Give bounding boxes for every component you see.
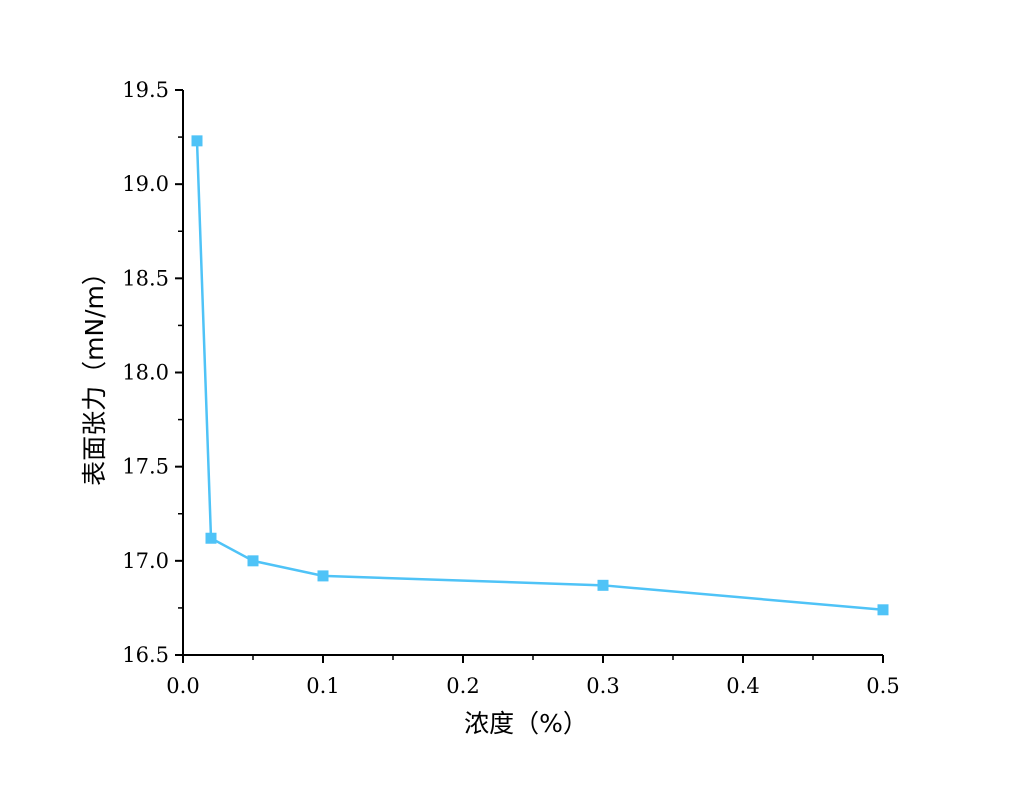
data-point-marker [317, 570, 329, 582]
y-tick-label: 17.0 [122, 549, 169, 573]
x-tick-label: 0.2 [446, 674, 479, 698]
data-point-marker [877, 604, 889, 616]
data-point-marker [597, 579, 609, 591]
x-tick-label: 0.3 [586, 674, 619, 698]
y-tick-label: 18.0 [122, 361, 169, 385]
y-tick-label: 19.5 [122, 78, 169, 102]
data-point-marker [247, 555, 259, 567]
y-tick-label: 16.5 [122, 643, 169, 667]
y-tick-label: 18.5 [122, 266, 169, 290]
y-axis-title: 表面张力（mN/m） [80, 260, 109, 486]
x-tick-label: 0.0 [166, 674, 199, 698]
x-tick-label: 0.5 [866, 674, 899, 698]
data-point-marker [191, 135, 203, 147]
y-tick-label: 19.0 [122, 172, 169, 196]
x-axis-title: 浓度（%） [464, 709, 588, 738]
series-layer [191, 135, 889, 616]
data-point-marker [205, 532, 217, 544]
axes-layer [182, 90, 883, 656]
series-line [195, 140, 884, 612]
x-tick-label: 0.4 [726, 674, 759, 698]
y-tick-label: 17.5 [122, 455, 169, 479]
ticks-layer: 0.0 0.1 0.2 0.3 0.4 0.5 16.5 17.0 17.5 18.0 18.5 19… [122, 78, 899, 698]
x-tick-label: 0.1 [306, 674, 339, 698]
